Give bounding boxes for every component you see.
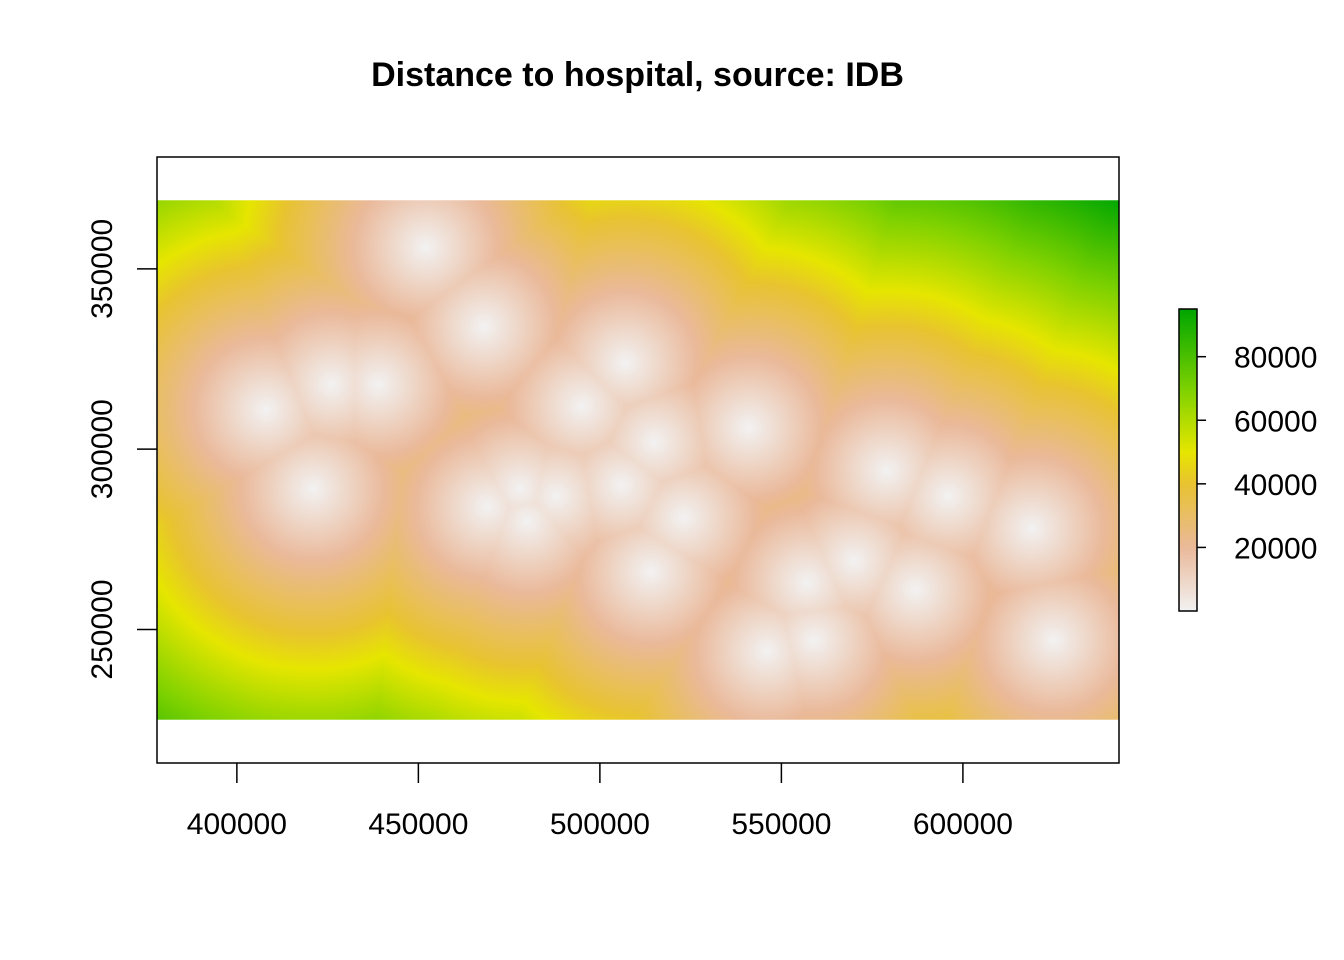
x-tick-label: 450000 (368, 808, 468, 841)
legend-tick-label: 80000 (1234, 342, 1317, 375)
y-tick-label: 250000 (86, 579, 119, 679)
color-legend: 20000 40000 60000 80000 (1178, 308, 1317, 612)
legend-tick-label: 40000 (1234, 469, 1317, 502)
x-tick-label: 550000 (731, 808, 831, 841)
x-tick-label: 400000 (187, 808, 287, 841)
plot-frame (156, 156, 1120, 764)
legend-frame (1178, 308, 1198, 612)
legend-colorbar (1179, 309, 1197, 611)
chart-title: Distance to hospital, source: IDB (371, 56, 904, 94)
distance-raster (157, 200, 1119, 720)
y-axis: 250000 300000 350000 (86, 219, 157, 680)
x-tick-label: 500000 (550, 808, 650, 841)
legend-tick-label: 60000 (1234, 405, 1317, 438)
raster-layer (157, 200, 1119, 720)
legend-ticks: 20000 40000 60000 80000 (1197, 342, 1317, 565)
x-axis: 400000 450000 500000 550000 600000 (187, 763, 1013, 841)
x-tick-label: 600000 (913, 808, 1013, 841)
legend-tick-label: 20000 (1234, 532, 1317, 565)
y-tick-label: 350000 (86, 219, 119, 319)
y-tick-label: 300000 (86, 399, 119, 499)
